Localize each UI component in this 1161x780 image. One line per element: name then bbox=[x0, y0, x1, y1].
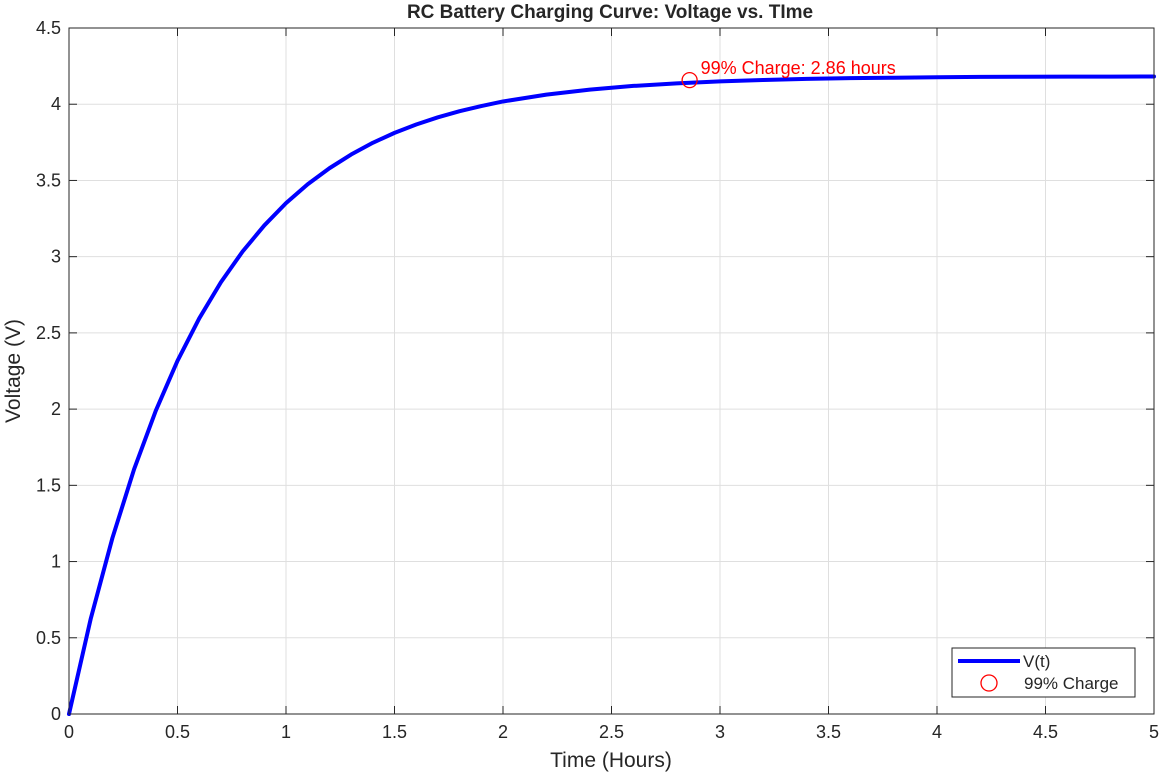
marker-layer: 99% Charge: 2.86 hours bbox=[681, 58, 896, 89]
x-tick-label-7: 3.5 bbox=[816, 722, 841, 742]
legend: V(t) 99% Charge bbox=[951, 647, 1136, 698]
y-tick-label-5: 2.5 bbox=[36, 323, 61, 343]
grid-layer bbox=[69, 28, 1154, 714]
x-axis-label: Time (Hours) bbox=[550, 749, 672, 772]
y-tick-label-9: 4.5 bbox=[36, 18, 61, 38]
x-tick-label-5: 2.5 bbox=[599, 722, 624, 742]
y-tick-label-3: 1.5 bbox=[36, 475, 61, 495]
y-axis-label: Voltage (V) bbox=[2, 319, 25, 423]
charge-99-annotation: 99% Charge: 2.86 hours bbox=[701, 58, 896, 78]
x-tick-label-4: 2 bbox=[498, 722, 508, 742]
y-tick-label-6: 3 bbox=[51, 247, 61, 267]
legend-label-charge: 99% Charge bbox=[1024, 674, 1119, 693]
x-tick-label-2: 1 bbox=[281, 722, 291, 742]
y-tick-label-0: 0 bbox=[51, 704, 61, 724]
x-tick-label-10: 5 bbox=[1149, 722, 1159, 742]
x-tick-label-1: 0.5 bbox=[165, 722, 190, 742]
curve-layer bbox=[67, 74, 1156, 716]
x-tick-label-3: 1.5 bbox=[382, 722, 407, 742]
legend-label-vt: V(t) bbox=[1023, 652, 1050, 671]
voltage-curve-line bbox=[67, 74, 1156, 716]
x-tick-label-9: 4.5 bbox=[1033, 722, 1058, 742]
chart-title: RC Battery Charging Curve: Voltage vs. T… bbox=[407, 2, 813, 23]
y-tick-label-8: 4 bbox=[51, 94, 61, 114]
y-tick-label-2: 1 bbox=[51, 552, 61, 572]
y-tick-label-4: 2 bbox=[51, 399, 61, 419]
x-tick-label-0: 0 bbox=[64, 722, 74, 742]
x-tick-label-8: 4 bbox=[932, 722, 942, 742]
y-tick-label-1: 0.5 bbox=[36, 628, 61, 648]
y-tick-label-7: 3.5 bbox=[36, 170, 61, 190]
legend-box bbox=[951, 647, 1136, 698]
charge-99-marker bbox=[681, 71, 698, 89]
legend-marker-swatch bbox=[980, 674, 998, 692]
tick-layer: 0 0.5 1 1.5 2 2.5 3 3.5 4 4.5 5 0 0.5 1 1.5 2 2.5 3 3.5 4 4.… bbox=[36, 18, 1159, 742]
x-tick-label-6: 3 bbox=[715, 722, 725, 742]
